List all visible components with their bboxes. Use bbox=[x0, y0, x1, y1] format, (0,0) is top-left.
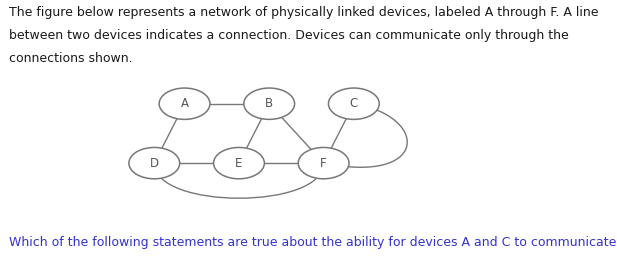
Text: between two devices indicates a connection. Devices can communicate only through: between two devices indicates a connecti… bbox=[9, 29, 569, 42]
Text: F: F bbox=[320, 157, 327, 170]
Text: E: E bbox=[235, 157, 242, 170]
Ellipse shape bbox=[298, 148, 349, 179]
Text: D: D bbox=[150, 157, 159, 170]
Ellipse shape bbox=[213, 148, 264, 179]
Ellipse shape bbox=[328, 88, 379, 119]
Text: connections shown.: connections shown. bbox=[9, 52, 133, 65]
Ellipse shape bbox=[159, 88, 210, 119]
Ellipse shape bbox=[129, 148, 180, 179]
Text: Which of the following statements are true about the ability for devices A and C: Which of the following statements are tr… bbox=[9, 236, 617, 249]
Ellipse shape bbox=[244, 88, 294, 119]
Text: C: C bbox=[350, 97, 358, 110]
Text: The figure below represents a network of physically linked devices, labeled A th: The figure below represents a network of… bbox=[9, 6, 598, 19]
Text: A: A bbox=[181, 97, 189, 110]
Text: B: B bbox=[265, 97, 273, 110]
